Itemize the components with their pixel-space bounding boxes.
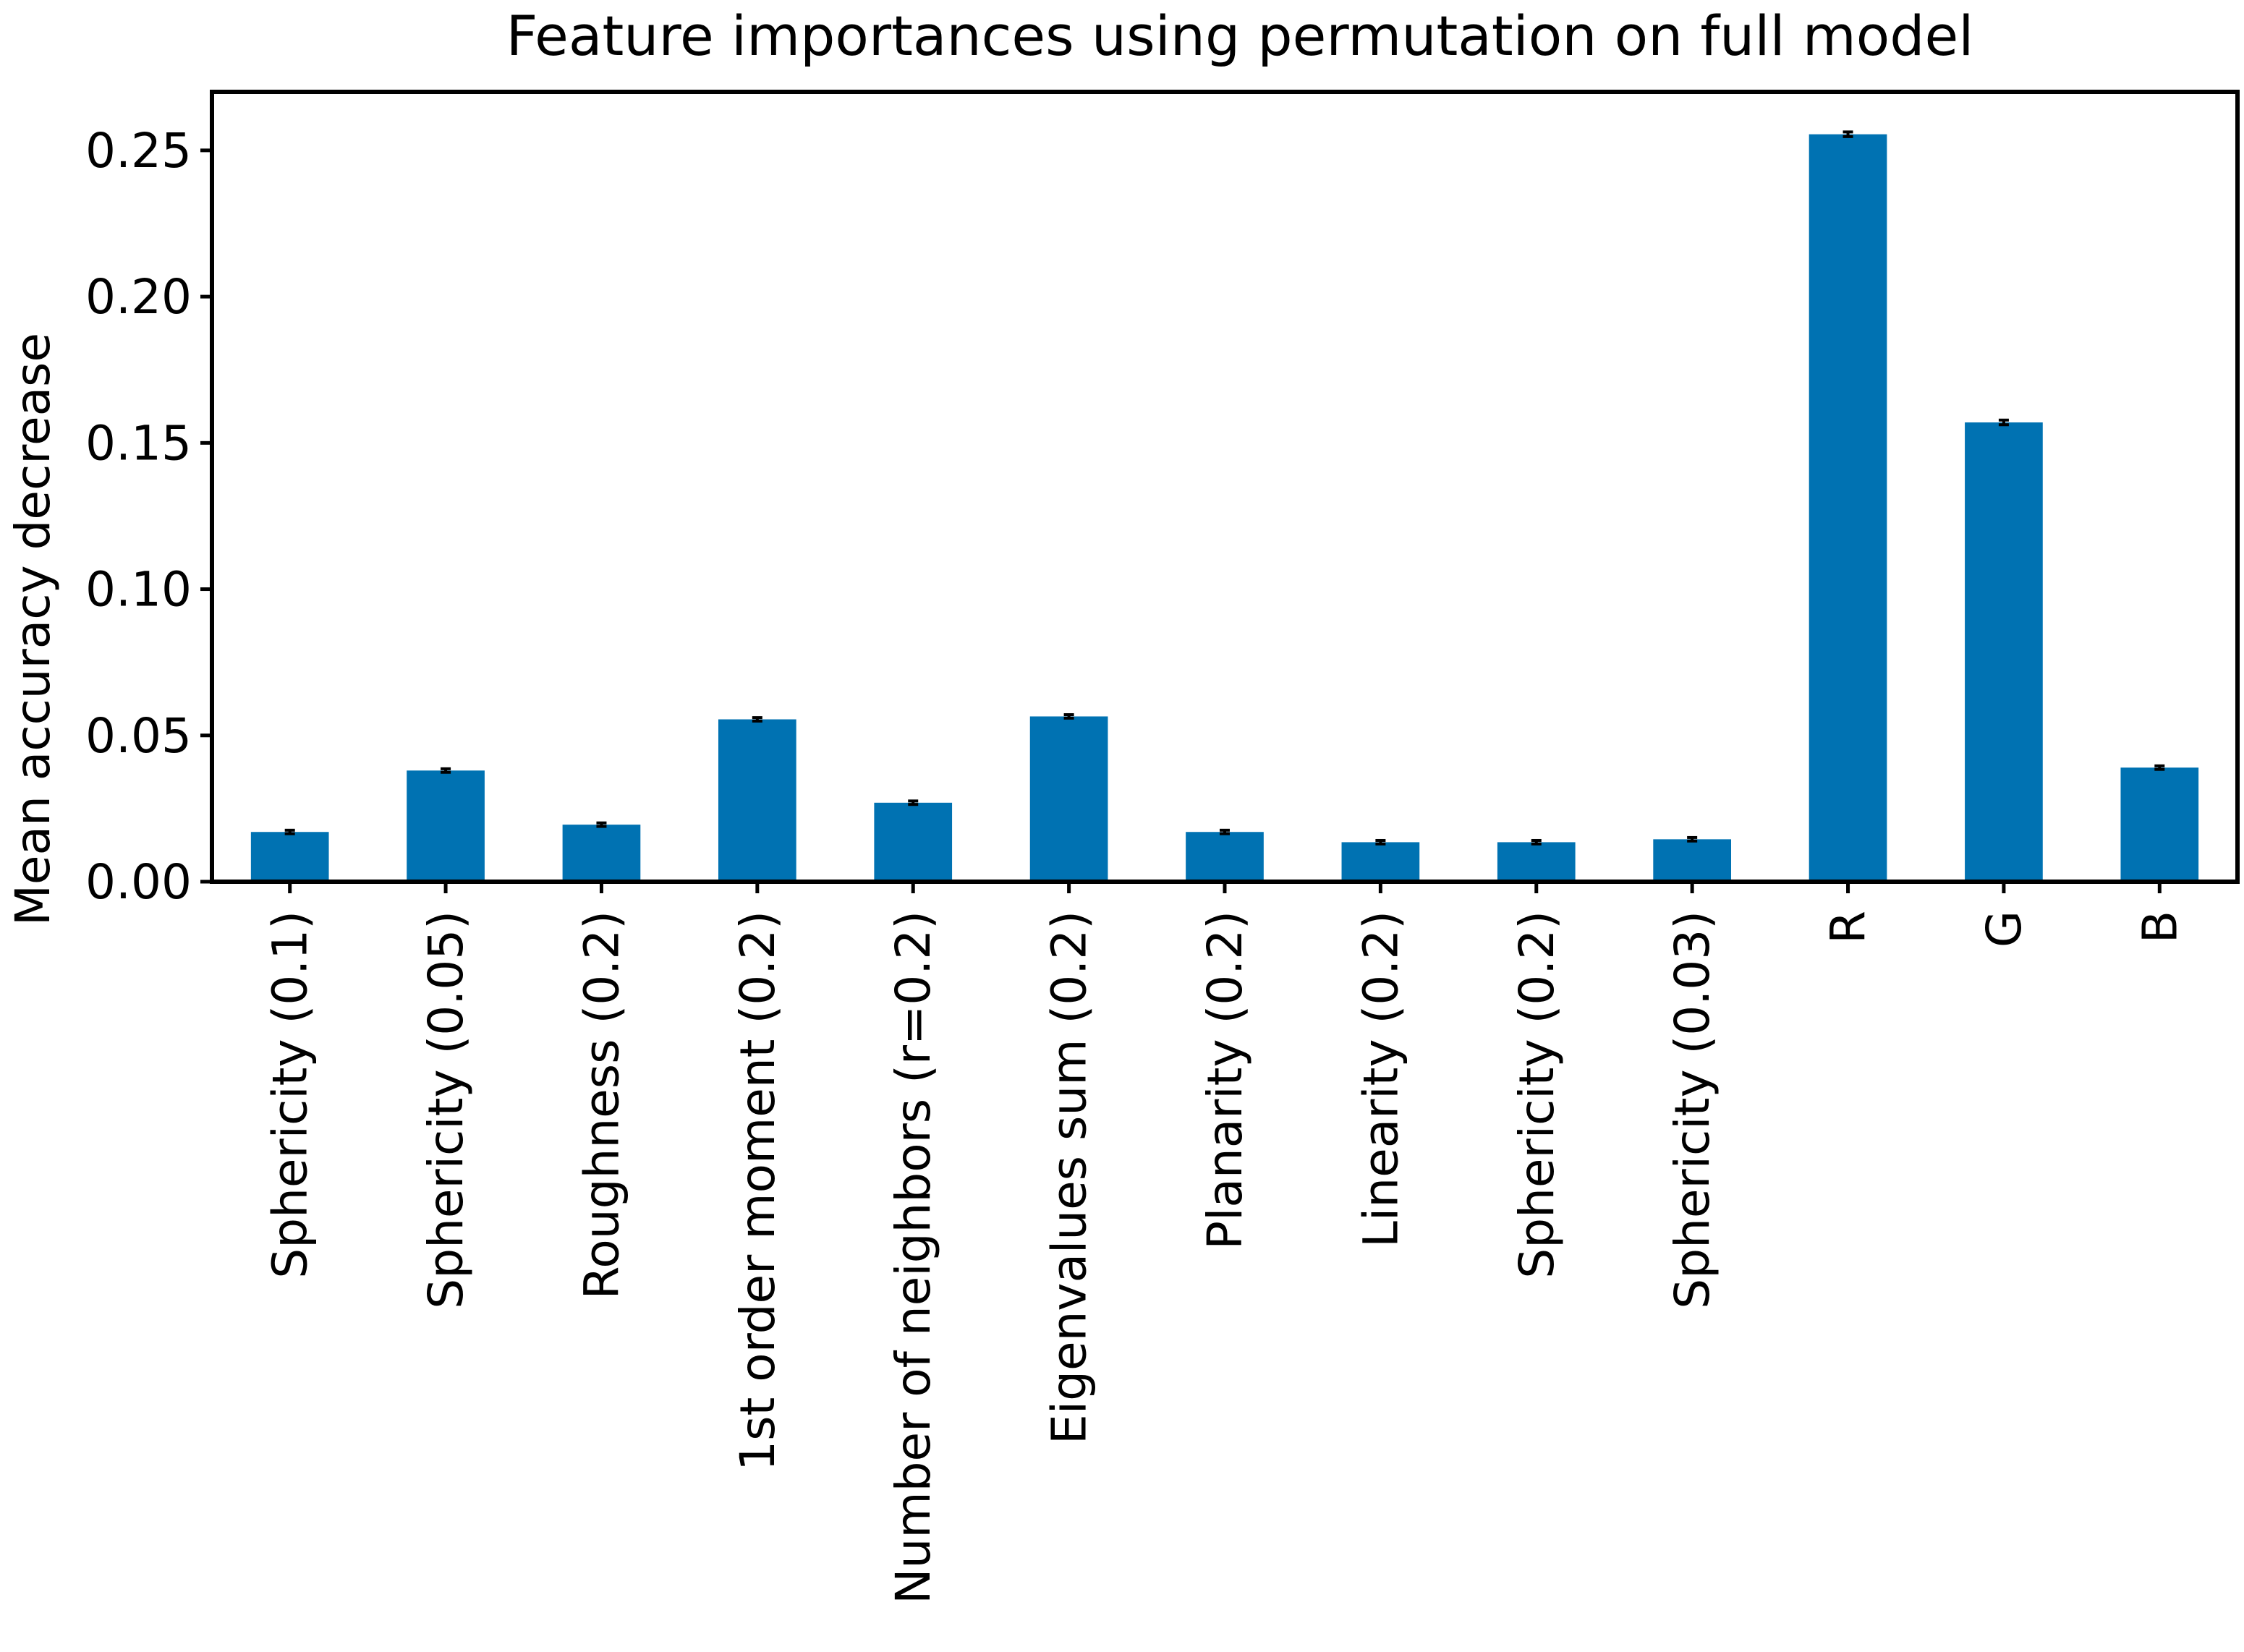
y-tick-label: 0.05 xyxy=(85,708,192,764)
x-tick-label: Sphericity (0.1) xyxy=(263,911,318,1279)
x-tick-label: B xyxy=(2132,911,2188,943)
bar xyxy=(407,770,485,882)
y-axis-label: Mean accuracy decrease xyxy=(5,333,61,926)
y-tick-label: 0.10 xyxy=(85,562,192,618)
bar xyxy=(1341,842,1420,882)
x-tick-label: Linearity (0.2) xyxy=(1353,911,1408,1248)
chart-title: Feature importances using permutation on… xyxy=(506,4,1974,68)
bar xyxy=(250,832,329,882)
x-axis: Sphericity (0.1) Sphericity (0.05) Roughne… xyxy=(263,882,2188,1604)
x-tick-label: Sphericity (0.2) xyxy=(1509,911,1565,1279)
bar xyxy=(1497,842,1576,882)
y-tick-label: 0.15 xyxy=(85,415,192,471)
x-tick-label: Number of neighbors (r=0.2) xyxy=(885,911,941,1604)
plot-frame xyxy=(210,90,2240,884)
bar xyxy=(874,802,953,882)
y-tick-label: 0.00 xyxy=(85,854,192,910)
x-tick-label: Eigenvalues sum (0.2) xyxy=(1042,911,1097,1444)
x-tick-label: Roughness (0.2) xyxy=(574,911,629,1299)
x-tick-label: Planarity (0.2) xyxy=(1197,911,1253,1250)
bar xyxy=(1186,832,1264,882)
bar xyxy=(1809,134,1887,882)
bars-group xyxy=(250,134,2199,882)
error-bars-group xyxy=(284,130,2165,846)
y-axis: 0.00 0.05 0.10 0.15 0.20 0.25 xyxy=(85,123,212,910)
x-tick-label: R xyxy=(1821,911,1877,944)
bar xyxy=(1029,716,1108,882)
x-tick-label: 1st order moment (0.2) xyxy=(730,911,786,1471)
bar xyxy=(2120,767,2199,882)
y-tick-label: 0.20 xyxy=(85,269,192,325)
bar xyxy=(562,825,641,882)
bar xyxy=(718,719,796,882)
x-tick-label: Sphericity (0.03) xyxy=(1665,911,1720,1309)
x-tick-label: Sphericity (0.05) xyxy=(418,911,474,1309)
y-tick-label: 0.25 xyxy=(85,123,192,179)
x-tick-label: G xyxy=(1976,911,2032,948)
bar xyxy=(1653,839,1731,882)
bar xyxy=(1965,422,2043,882)
